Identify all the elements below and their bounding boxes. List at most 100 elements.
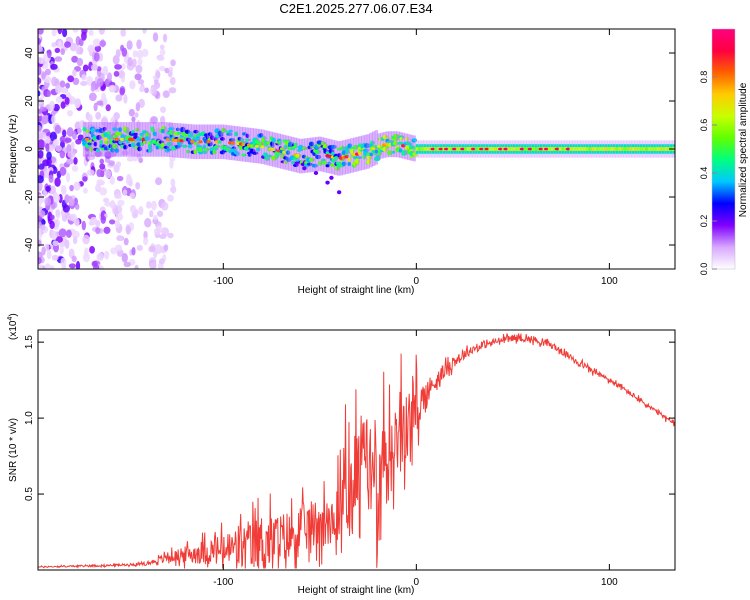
- spectrogram-cell: [139, 86, 145, 93]
- spectrogram-cell: [165, 138, 171, 142]
- spectrogram-cell: [347, 162, 352, 166]
- spectrogram-cell: [329, 175, 334, 180]
- spectrogram-cell: [141, 48, 149, 57]
- snr-x-tick-label: 0: [414, 577, 420, 588]
- spectrogram-cell: [604, 147, 608, 151]
- colorbar-label: Normalized spectral amplitude: [738, 82, 749, 217]
- spectrogram-cell: [82, 252, 91, 263]
- spectrogram-cell: [667, 147, 670, 151]
- spectrogram-cell: [114, 137, 119, 141]
- spectrogram-cell: [155, 177, 163, 186]
- spectrogram-cell: [583, 147, 586, 151]
- spectrogram-cell: [62, 204, 70, 213]
- spectrogram-cell: [309, 137, 314, 173]
- spectrogram-cell: [220, 124, 225, 160]
- spectrogram-cell: [661, 147, 665, 151]
- spectrogram-cell: [65, 172, 71, 183]
- spectrogram-cell: [135, 102, 141, 112]
- spectrogram-cell: [46, 249, 52, 260]
- spectrogram-cell: [577, 147, 581, 151]
- spectrogram-cell: [81, 220, 86, 231]
- spectrogram-cell: [62, 29, 68, 38]
- spectrogram-cell: [302, 166, 307, 171]
- snr-axes: -100 0 100 0.5 1.0 1.5: [24, 330, 675, 588]
- spectrogram-cell: [57, 40, 62, 48]
- spectrogram-cell: [626, 147, 630, 151]
- spectrogram-cell: [59, 166, 67, 176]
- spectrogram-cell: [399, 132, 403, 159]
- colorbar-tick-label: 0.6: [699, 119, 709, 132]
- spectrogram-cell: [548, 147, 551, 151]
- spectrogram-cell: [73, 181, 81, 191]
- spectrogram-cell: [96, 252, 104, 261]
- spectrogram-cell: [136, 39, 142, 50]
- spectrogram-cell: [46, 157, 52, 167]
- spectrogram-cell: [145, 201, 152, 209]
- spectrogram-cell: [96, 100, 104, 106]
- spectrogram-cell: [325, 180, 330, 185]
- spectrogram-cell: [75, 260, 81, 269]
- spectrogram-cell: [153, 122, 157, 157]
- spectrogram-cell: [623, 147, 627, 151]
- spectrogram-cell: [105, 104, 111, 112]
- spectrogram-cell: [38, 175, 44, 184]
- spectrogram-cell: [80, 80, 88, 87]
- colorbar: 0.0 0.2 0.4 0.6 0.8 Normalized spectral ampl…: [699, 28, 749, 275]
- spectrogram-cell: [149, 261, 157, 269]
- spectrogram-cell: [41, 115, 49, 125]
- spectrogram-cell: [96, 78, 104, 87]
- spectrogram-y-tick-label: 20: [24, 95, 35, 107]
- spectrogram-cell: [39, 197, 44, 204]
- spectrogram-cell: [109, 200, 116, 209]
- figure-title: C2E1.2025.277.06.07.E34: [279, 1, 432, 16]
- spectrogram-cell: [569, 147, 573, 151]
- spectrogram-cell: [357, 151, 363, 156]
- spectrogram-cell: [653, 147, 657, 151]
- spectrogram-cell: [148, 245, 156, 253]
- spectrogram-cell: [137, 58, 143, 66]
- spectrogram-cell: [119, 70, 126, 78]
- spectrogram-cell: [596, 147, 600, 151]
- spectrogram-cell: [38, 78, 42, 84]
- spectrogram-cell: [294, 161, 299, 166]
- snr-y-axis-label: SNR (10 * v/v): [8, 418, 19, 482]
- spectrogram-cell: [119, 87, 125, 96]
- spectrogram-cell: [38, 66, 42, 76]
- spectrogram-cell: [99, 158, 105, 165]
- spectrogram-cell: [561, 147, 565, 151]
- spectrogram-cell: [621, 147, 624, 151]
- spectrogram-cell: [71, 55, 79, 63]
- spectrogram-cell: [138, 206, 144, 216]
- spectrogram-cell: [585, 147, 589, 151]
- spectrogram-cell: [201, 124, 206, 160]
- spectrogram-cell: [361, 135, 365, 171]
- spectrogram-cell: [98, 29, 105, 35]
- snr-scale-label: (x104): [7, 313, 19, 340]
- spectrogram-cell: [523, 147, 527, 151]
- spectrogram-cell: [72, 69, 77, 77]
- spectrogram-cell: [51, 254, 59, 261]
- spectrogram-cell: [45, 185, 51, 192]
- snr-x-tick-label: 100: [601, 577, 618, 588]
- spectrogram-cell: [642, 147, 646, 151]
- spectrogram-cell: [168, 66, 174, 73]
- spectrogram-cell: [67, 214, 76, 221]
- spectrogram-cell: [163, 244, 169, 252]
- spectrogram-cell: [65, 82, 71, 89]
- spectrogram-cell: [59, 150, 66, 159]
- spectrogram-cell: [344, 155, 349, 159]
- spectrogram-x-axis-label: Height of straight line (km): [298, 285, 415, 296]
- spectrogram-cell: [38, 131, 44, 140]
- spectrogram-cell: [51, 230, 57, 241]
- spectrogram-cell: [255, 144, 260, 148]
- spectrogram-cell: [57, 29, 63, 35]
- spectrogram-cell: [115, 161, 122, 168]
- spectrogram-cell: [313, 171, 319, 175]
- spectrogram-cell: [288, 136, 292, 171]
- spectrogram-cell: [366, 134, 370, 169]
- spectrogram-cell: [53, 139, 60, 146]
- spectrogram-cell: [664, 147, 667, 151]
- spectrogram-cell: [580, 147, 584, 151]
- spectrogram-cell: [94, 45, 102, 53]
- spectrogram-cell: [114, 244, 123, 252]
